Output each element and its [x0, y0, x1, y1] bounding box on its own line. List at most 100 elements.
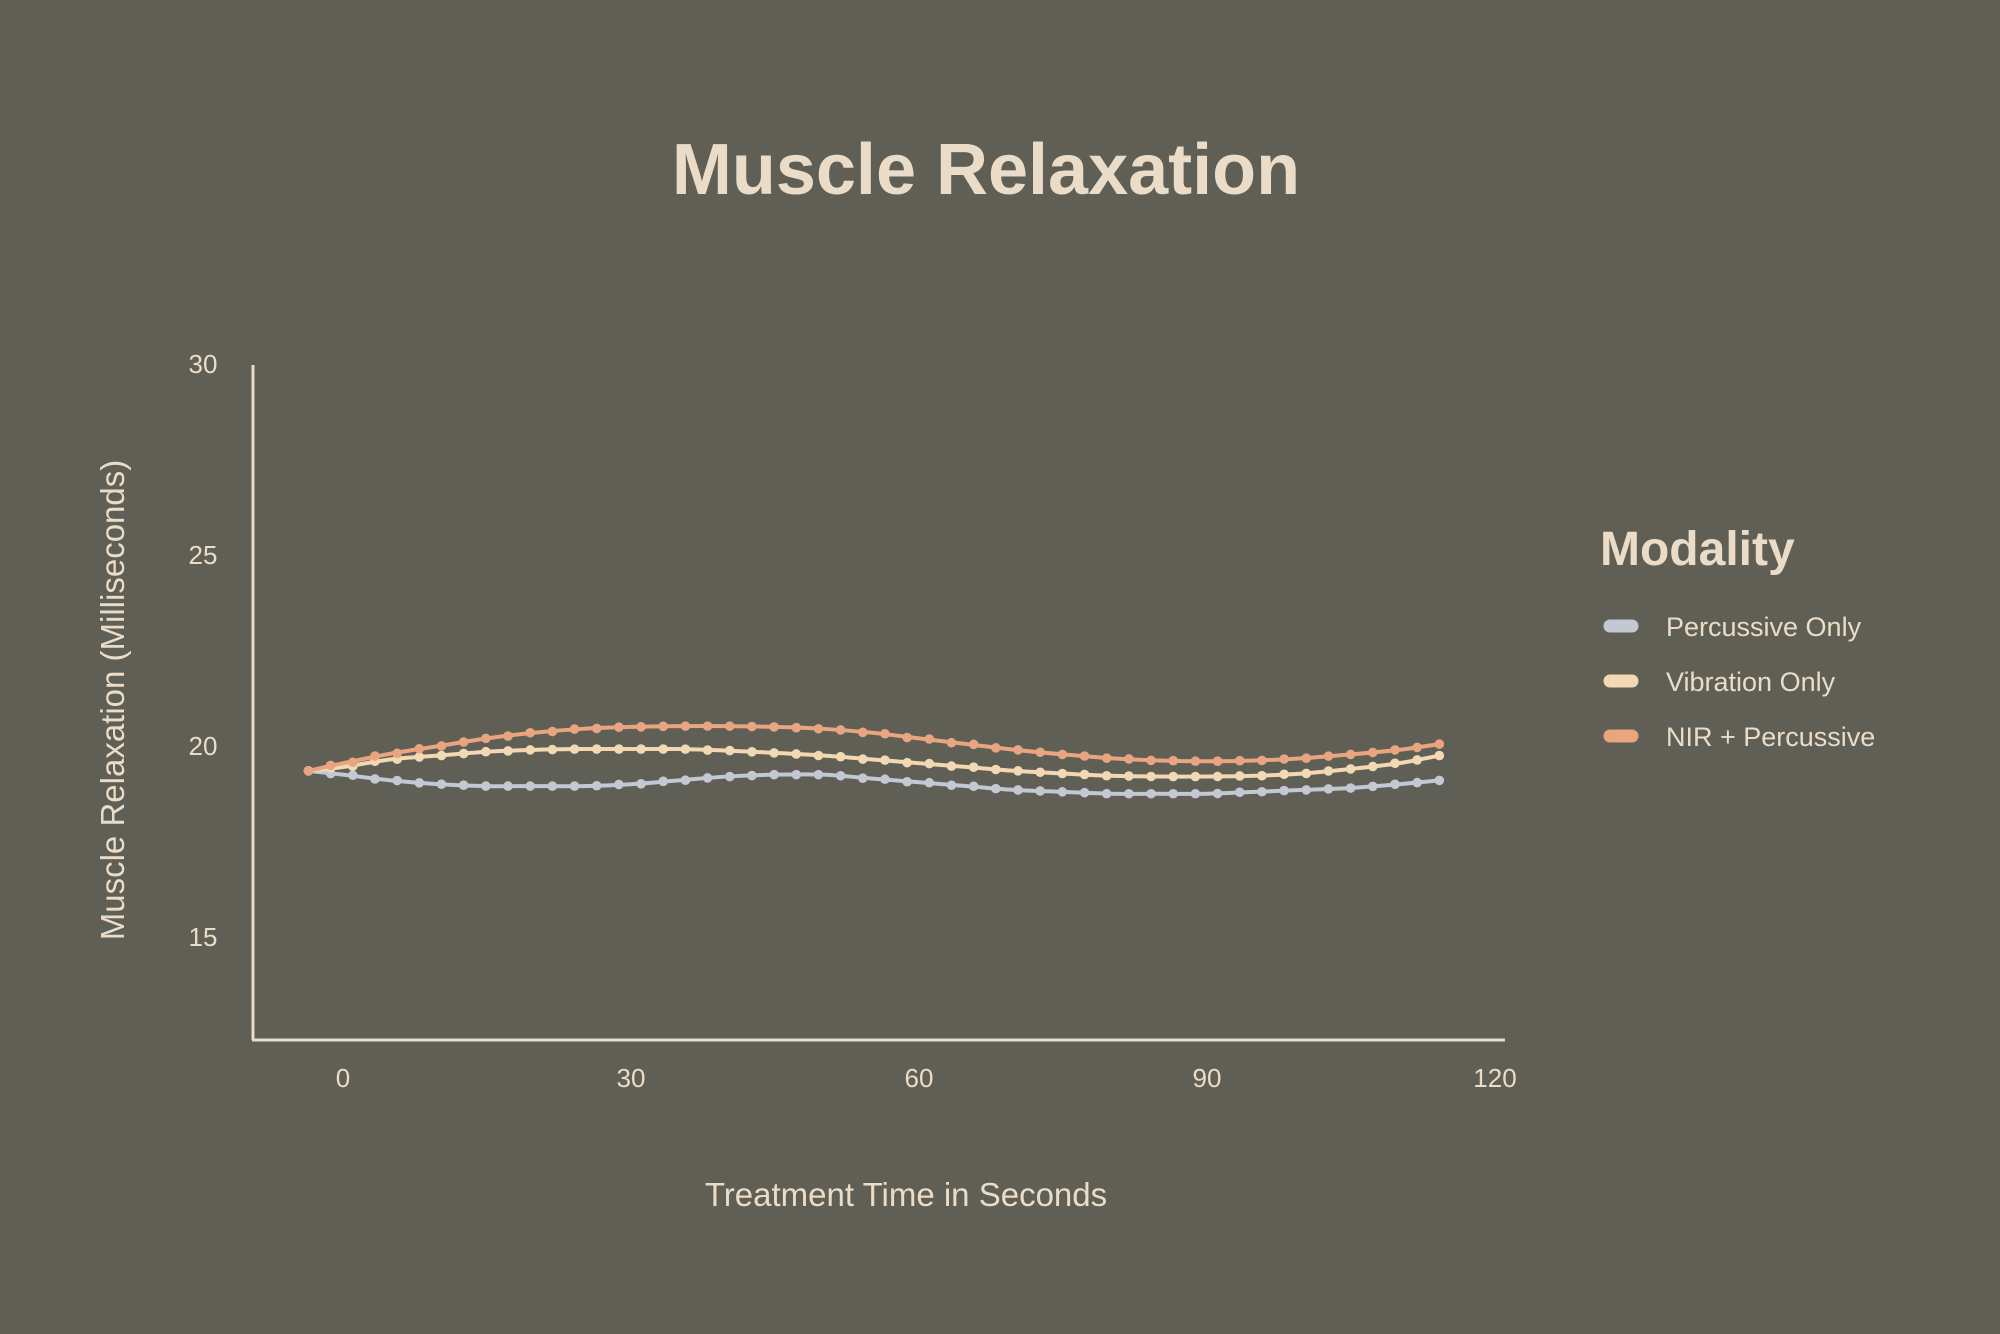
series-point-percussive-only — [791, 769, 802, 780]
series-point-nir-percussive — [835, 725, 846, 735]
series-point-nir-percussive — [1412, 742, 1422, 753]
series-point-vibration-only — [680, 744, 691, 754]
series-point-nir-percussive — [1279, 754, 1289, 764]
series-point-nir-percussive — [614, 722, 624, 732]
series-point-vibration-only — [1412, 755, 1422, 765]
series-point-percussive-only — [525, 781, 535, 791]
series-point-percussive-only — [769, 769, 779, 780]
series-point-nir-percussive — [1212, 756, 1223, 766]
series-point-percussive-only — [547, 781, 558, 791]
series-point-nir-percussive — [458, 737, 469, 747]
series-point-vibration-only — [791, 749, 802, 759]
series-point-percussive-only — [1301, 785, 1312, 795]
series-point-vibration-only — [902, 757, 912, 768]
series-point-nir-percussive — [370, 751, 380, 761]
series-point-vibration-only — [880, 755, 890, 765]
x-tick-label-0: 0 — [336, 1063, 350, 1093]
x-tick-label-30: 30 — [617, 1063, 646, 1093]
series-point-nir-percussive — [1057, 749, 1068, 760]
series-point-vibration-only — [769, 748, 779, 758]
series-point-nir-percussive — [392, 748, 402, 759]
series-point-nir-percussive — [747, 721, 757, 732]
series-point-percussive-only — [614, 779, 624, 790]
series-point-vibration-only — [1390, 758, 1400, 769]
series-point-percussive-only — [1434, 775, 1445, 786]
series-point-nir-percussive — [880, 728, 890, 739]
series-point-percussive-only — [503, 781, 513, 791]
series-point-vibration-only — [591, 744, 602, 754]
series-point-nir-percussive — [702, 721, 713, 731]
series-point-percussive-only — [569, 781, 580, 791]
x-tick-label-90: 90 — [1193, 1063, 1222, 1093]
series-point-percussive-only — [991, 783, 1001, 794]
series-point-nir-percussive — [636, 722, 646, 732]
series-point-vibration-only — [1168, 771, 1179, 782]
series-point-percussive-only — [370, 774, 380, 784]
series-point-percussive-only — [481, 781, 491, 791]
series-point-nir-percussive — [481, 733, 491, 744]
series-point-percussive-only — [591, 780, 602, 791]
series-point-vibration-only — [968, 762, 979, 772]
series-point-vibration-only — [1345, 764, 1356, 774]
series-point-vibration-only — [547, 744, 558, 755]
legend-item-vibration-only: Vibration Only — [1603, 667, 1836, 697]
series-point-percussive-only — [1323, 784, 1334, 794]
series-point-percussive-only — [1057, 787, 1068, 797]
series-point-percussive-only — [1367, 781, 1378, 792]
series-point-vibration-only — [1013, 766, 1023, 776]
series-point-vibration-only — [1212, 771, 1223, 782]
series-point-vibration-only — [1101, 770, 1112, 781]
y-tick-label-20: 20 — [189, 731, 218, 761]
series-point-vibration-only — [946, 761, 957, 771]
series-point-nir-percussive — [1168, 755, 1179, 766]
series-point-nir-percussive — [1146, 755, 1156, 766]
series-point-nir-percussive — [1301, 753, 1312, 763]
series-point-nir-percussive — [591, 723, 602, 734]
series-point-nir-percussive — [1013, 745, 1023, 755]
series-point-vibration-only — [458, 748, 469, 759]
series-point-vibration-only — [747, 746, 757, 757]
legend-label-vibration-only: Vibration Only — [1666, 667, 1836, 697]
series-vibration-only — [303, 744, 1445, 782]
series-point-vibration-only — [569, 744, 580, 754]
series-point-nir-percussive — [503, 731, 513, 741]
series-point-percussive-only — [702, 773, 713, 783]
x-tick-label-120: 120 — [1473, 1063, 1516, 1093]
series-point-percussive-only — [347, 770, 358, 781]
series-point-percussive-only — [458, 780, 469, 790]
series-point-vibration-only — [1035, 767, 1045, 778]
series-point-percussive-only — [1257, 786, 1267, 797]
series-point-nir-percussive — [325, 760, 336, 771]
series-point-nir-percussive — [724, 721, 735, 731]
series-point-percussive-only — [880, 774, 890, 785]
series-point-nir-percussive — [525, 727, 535, 738]
series-point-percussive-only — [1234, 787, 1245, 798]
series-point-nir-percussive — [1190, 756, 1201, 766]
series-point-vibration-only — [436, 750, 447, 761]
series-point-percussive-only — [813, 769, 824, 780]
legend-label-nir-percussive: NIR + Percussive — [1666, 722, 1875, 752]
series-point-nir-percussive — [968, 739, 979, 750]
series-point-vibration-only — [835, 751, 846, 762]
series-point-vibration-only — [1434, 750, 1445, 761]
series-point-nir-percussive — [303, 766, 314, 776]
series-point-nir-percussive — [924, 734, 935, 744]
series-point-vibration-only — [813, 750, 824, 761]
series-point-vibration-only — [1234, 771, 1245, 781]
series-point-nir-percussive — [658, 721, 669, 732]
series-point-nir-percussive — [1367, 747, 1378, 758]
x-tick-label-60: 60 — [905, 1063, 934, 1093]
series-point-percussive-only — [946, 780, 957, 791]
series-point-vibration-only — [414, 752, 425, 762]
series-point-nir-percussive — [1124, 754, 1134, 764]
series-point-nir-percussive — [857, 727, 868, 738]
x-tick-labels: 0 30 60 90 120 — [336, 1063, 1517, 1093]
series-point-vibration-only — [1190, 771, 1201, 782]
series-point-percussive-only — [835, 770, 846, 781]
series-point-vibration-only — [636, 744, 646, 754]
series-point-nir-percussive — [769, 722, 779, 732]
legend-title: Modality — [1600, 523, 1795, 576]
y-tick-label-30: 30 — [189, 349, 218, 379]
